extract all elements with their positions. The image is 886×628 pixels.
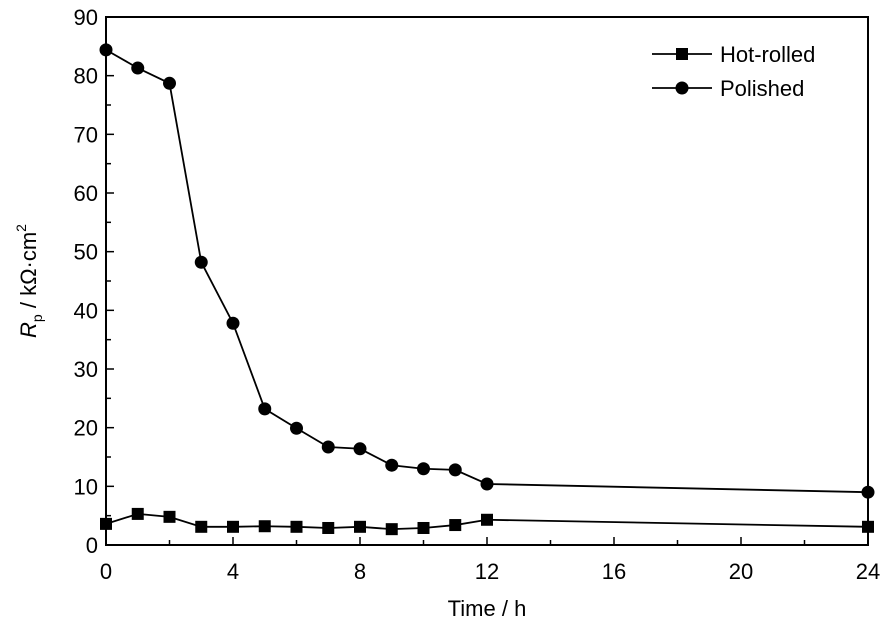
x-tick-label: 20 (729, 559, 753, 584)
y-tick-label: 70 (74, 122, 98, 147)
x-tick-label: 12 (475, 559, 499, 584)
data-point-polished (258, 402, 272, 416)
series-layer (99, 43, 875, 536)
data-point-polished (480, 477, 494, 491)
data-point-hot-rolled (862, 520, 874, 533)
data-point-hot-rolled (163, 510, 176, 523)
data-point-hot-rolled (258, 520, 271, 533)
y-tick-label: 20 (74, 416, 98, 441)
legend-label-hot-rolled: Hot-rolled (720, 42, 815, 67)
data-point-hot-rolled (449, 519, 462, 532)
legend-label-polished: Polished (720, 76, 804, 101)
y-tick-label: 10 (74, 474, 98, 499)
data-point-hot-rolled (354, 520, 366, 533)
data-point-hot-rolled (322, 521, 335, 534)
data-point-polished (194, 255, 208, 269)
data-point-polished (861, 485, 875, 499)
series-hot-rolled (100, 507, 874, 536)
data-point-hot-rolled (131, 507, 144, 520)
axes: 0 4 8 12 16 20 24 0 10 20 30 40 50 60 70 80 90 (74, 5, 881, 584)
data-point-polished (163, 76, 176, 90)
legend-marker-hot-rolled (676, 48, 688, 60)
series-line-polished (105, 49, 869, 494)
data-point-polished (321, 440, 335, 454)
data-point-polished (131, 61, 145, 75)
y-tick-label: 50 (74, 240, 98, 265)
y-tick-label: 0 (86, 533, 98, 558)
y-tick-label: 60 (74, 181, 98, 206)
y-tick-label: 90 (74, 5, 98, 30)
data-point-polished (99, 43, 113, 57)
x-tick-label: 16 (602, 559, 626, 584)
data-point-polished (385, 458, 399, 472)
data-point-hot-rolled (417, 521, 430, 534)
data-point-hot-rolled (227, 520, 239, 533)
data-point-polished (417, 462, 430, 476)
legend-marker-polished (675, 81, 689, 95)
x-tick-label: 0 (100, 559, 112, 584)
y-tick-label: 30 (74, 357, 98, 382)
data-point-hot-rolled (195, 520, 208, 533)
series-polished (99, 43, 875, 499)
data-point-hot-rolled (290, 520, 303, 533)
data-point-polished (290, 421, 303, 435)
x-tick-label: 8 (354, 559, 366, 584)
data-point-polished (226, 316, 240, 330)
x-tick-label: 24 (856, 559, 880, 584)
legend: Hot-rolled Polished (652, 42, 815, 101)
data-point-polished (448, 463, 462, 477)
data-point-polished (353, 442, 367, 456)
data-point-hot-rolled (481, 513, 493, 526)
x-axis-label: Time / h (448, 596, 527, 621)
data-point-hot-rolled (385, 523, 398, 536)
x-tick-label: 4 (227, 559, 239, 584)
data-point-hot-rolled (100, 517, 112, 530)
y-axis-label: Rp / kΩ·cm2 (13, 224, 45, 338)
y-tick-label: 80 (74, 64, 98, 89)
y-tick-label: 40 (74, 298, 98, 323)
